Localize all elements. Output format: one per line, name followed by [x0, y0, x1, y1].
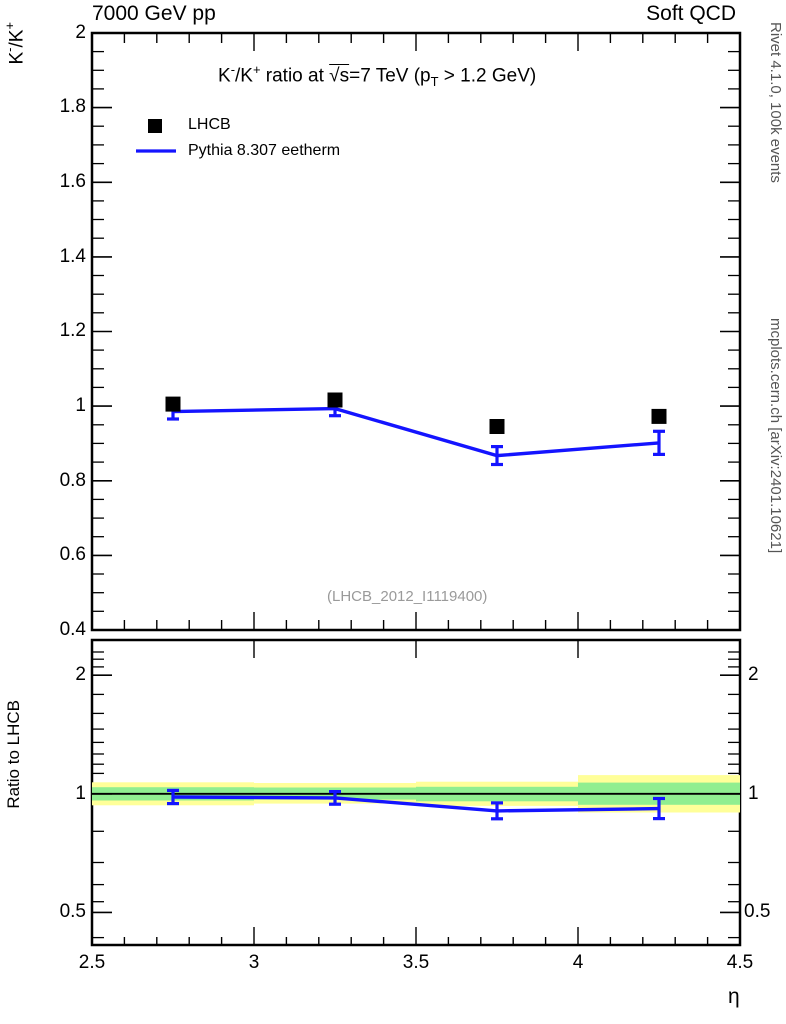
main-data-group — [165, 392, 667, 467]
x-tick-label: 4.5 — [726, 952, 754, 973]
main-y-major-ticks — [92, 32, 112, 631]
mc-line-pythia — [172, 406, 660, 458]
main-y-tick-label: 1 — [75, 395, 86, 416]
ratio-y-tick-label: 1 — [75, 783, 86, 804]
ratio-y-tick-label-right: 1 — [748, 783, 759, 804]
main-x-ticks-bottom — [91, 612, 741, 630]
x-axis-label: η — [728, 985, 740, 1008]
main-y-tick-label: 0.6 — [59, 544, 86, 565]
main-y-tick-label: 1.4 — [59, 246, 86, 267]
main-y-major-ticks-right — [720, 32, 740, 631]
main-x-ticks-top — [91, 33, 741, 51]
ratio-y-tick-label-right: 2 — [748, 664, 759, 685]
x-tick-label: 3 — [248, 952, 260, 973]
ratio-y-minor-ticks-right — [728, 651, 740, 939]
main-y-tick-label: 1.6 — [59, 171, 86, 192]
plot-title: K-/K+ ratio at √s=7 TeV (pT > 1.2 GeV) — [218, 62, 537, 90]
header-left: 7000 GeV pp — [92, 2, 216, 25]
x-tick-label: 2.5 — [78, 952, 106, 973]
ratio-y-tick-label: 2 — [75, 664, 86, 685]
ratio-y-tick-label-right: 0.5 — [744, 901, 771, 922]
plot-title-text: K — [218, 65, 231, 87]
main-y-tick-label: 1.8 — [59, 96, 86, 117]
legend-marker-lhcb — [148, 119, 162, 133]
main-y-tick-label: 0.8 — [59, 470, 86, 491]
main-y-tick-label: 0.4 — [59, 619, 86, 640]
mcplots-reference-label: mcplots.cern.ch [arXiv:2401.10621] — [767, 318, 784, 554]
ratio-data-group — [167, 788, 665, 821]
ratio-x-ticks-bottom — [91, 927, 741, 945]
ratio-y-minor-ticks — [92, 651, 104, 939]
x-tick-label: 4 — [572, 952, 584, 973]
legend-label-pythia: Pythia 8.307 eetherm — [188, 142, 341, 159]
ratio-y-tick-label: 0.5 — [59, 901, 86, 922]
analysis-watermark: (LHCB_2012_I1119400) — [327, 588, 488, 605]
x-tick-label: 3.5 — [402, 952, 430, 973]
ratio-y-major-ticks — [92, 674, 112, 914]
ratio-line-pythia — [172, 795, 660, 813]
header-right: Soft QCD — [646, 2, 736, 25]
main-y-minor-ticks-right — [728, 50, 740, 612]
ratio-x-ticks-top — [91, 640, 741, 658]
main-y-minor-ticks — [92, 50, 104, 612]
ratio-y-major-ticks-right — [720, 674, 740, 914]
legend-label-lhcb: LHCB — [188, 116, 231, 133]
rivet-version-label: Rivet 4.1.0, 100k events — [767, 22, 784, 183]
main-y-tick-label: 2 — [75, 22, 86, 43]
lhcb-data-markers — [165, 392, 667, 434]
ratio-error-bars — [167, 788, 665, 821]
main-y-tick-label: 1.2 — [59, 320, 86, 341]
